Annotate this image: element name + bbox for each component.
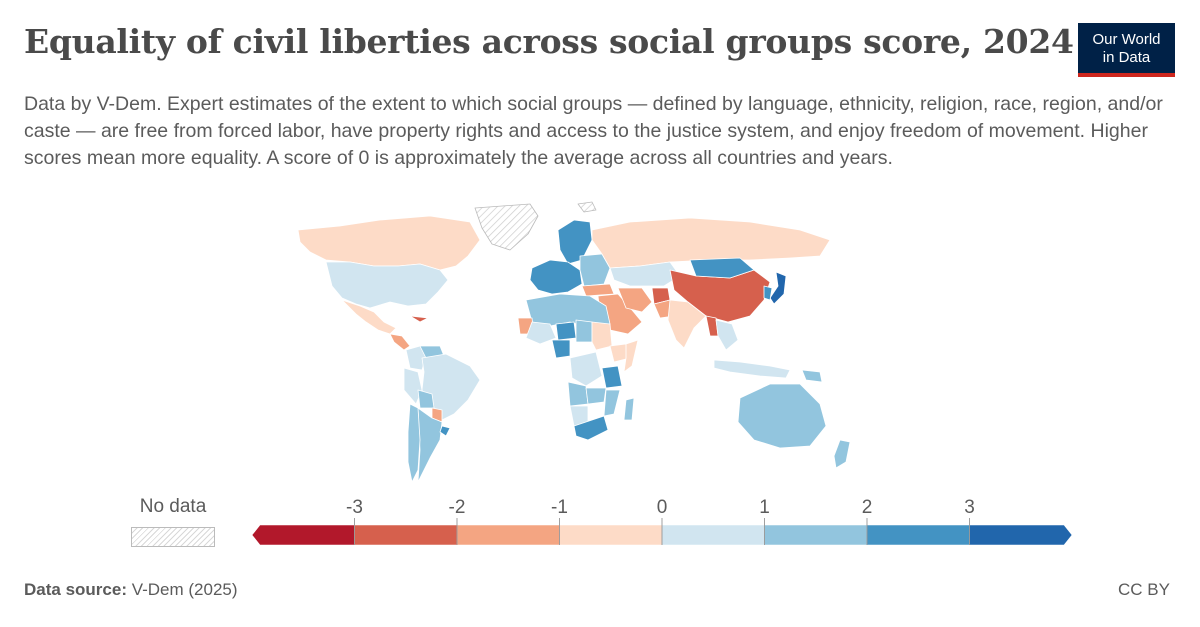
legend-bin-2[interactable] xyxy=(456,524,560,546)
region-southeast-asia[interactable]: Southeast Asia xyxy=(715,319,739,351)
legend-tick-label-6: 3 xyxy=(964,497,975,518)
legend-bin-3[interactable] xyxy=(559,524,663,546)
world-map[interactable]: GreenlandCanadaUnited StatesMexicoCentra… xyxy=(270,200,870,500)
region-mali[interactable]: Mali xyxy=(525,321,557,345)
region-australia[interactable]: Australia xyxy=(737,383,827,449)
legend-tick-label-3: 0 xyxy=(657,497,668,518)
legend-bin-0[interactable] xyxy=(251,524,355,546)
region-south-africa[interactable]: South Africa xyxy=(573,415,609,441)
region-myanmar[interactable]: Myanmar xyxy=(705,315,719,337)
region-western-europe[interactable]: Western Europe xyxy=(529,259,583,295)
region-mozambique[interactable]: Mozambique xyxy=(603,389,621,417)
region-dr-congo[interactable]: DR Congo xyxy=(569,351,603,387)
region-russia[interactable]: Russia xyxy=(591,217,831,269)
logo-line2: in Data xyxy=(1102,49,1151,66)
legend-tick-label-1: -2 xyxy=(449,497,466,518)
region-niger[interactable]: Niger xyxy=(555,321,577,341)
region-madagascar[interactable]: Madagascar xyxy=(623,397,635,421)
legend-no-data-swatch[interactable] xyxy=(131,527,215,547)
region-somalia[interactable]: Somalia xyxy=(623,339,639,373)
region-papua-new-guinea[interactable]: Papua New Guinea xyxy=(801,369,823,383)
region-cuba[interactable]: Cuba xyxy=(409,315,429,323)
page-title: Equality of civil liberties across socia… xyxy=(24,22,1074,61)
region-turkey[interactable]: Turkey xyxy=(581,283,615,297)
region-chad[interactable]: Chad xyxy=(575,319,593,343)
legend-bin-7[interactable] xyxy=(969,524,1073,546)
region-nigeria[interactable]: Nigeria xyxy=(551,339,571,359)
region-angola[interactable]: Angola xyxy=(567,381,589,407)
region-canada[interactable]: Canada xyxy=(297,215,481,271)
legend-bin-4[interactable] xyxy=(661,524,765,546)
legend-tick-label-2: -1 xyxy=(551,497,568,518)
region-scandinavia[interactable]: Scandinavia xyxy=(557,219,593,265)
legend-tick-label-4: 1 xyxy=(759,497,770,518)
region-tanzania[interactable]: Tanzania xyxy=(601,365,623,389)
region-iran[interactable]: Iran xyxy=(617,287,653,313)
region-greenland[interactable]: Greenland xyxy=(474,203,539,251)
region-mongolia[interactable]: Mongolia xyxy=(689,257,755,279)
data-source-value[interactable]: V-Dem (2025) xyxy=(131,580,238,599)
region-korea[interactable]: Korea xyxy=(763,285,773,301)
legend-bin-5[interactable] xyxy=(764,524,868,546)
license[interactable]: CC BY xyxy=(1118,580,1170,599)
region-central-america[interactable]: Central America xyxy=(389,333,411,351)
color-legend: -3 -2 -1 0 1 2 3 xyxy=(251,497,1073,546)
owid-logo[interactable]: Our World in Data xyxy=(1078,23,1175,77)
region-chile[interactable]: Chile xyxy=(407,403,421,483)
region-svalbard[interactable]: Svalbard xyxy=(577,201,597,213)
legend-bin-6[interactable] xyxy=(866,524,970,546)
region-sudan[interactable]: Sudan xyxy=(591,321,613,351)
region-uruguay[interactable]: Uruguay xyxy=(439,425,451,437)
data-source: Data source: V-Dem (2025) xyxy=(24,580,238,600)
legend-tick-label-5: 2 xyxy=(862,497,873,518)
region-brazil[interactable]: Brazil xyxy=(421,353,481,423)
region-zambia[interactable]: Zambia xyxy=(585,387,607,405)
region-united-states[interactable]: United States xyxy=(325,261,449,309)
region-japan[interactable]: Japan xyxy=(769,271,787,305)
region-indonesia[interactable]: Indonesia xyxy=(713,359,791,379)
legend-no-data-label: No data xyxy=(139,496,207,517)
region-mexico[interactable]: Mexico xyxy=(341,299,397,335)
page-subtitle: Data by V-Dem. Expert estimates of the e… xyxy=(24,93,1163,169)
legend-bin-1[interactable] xyxy=(354,524,458,546)
data-source-label: Data source: xyxy=(24,580,127,599)
region-new-zealand[interactable]: New Zealand xyxy=(833,439,851,469)
legend-tick-label-0: -3 xyxy=(346,497,363,518)
region-argentina[interactable]: Argentina xyxy=(417,407,443,483)
logo-line1: Our World xyxy=(1092,31,1161,48)
